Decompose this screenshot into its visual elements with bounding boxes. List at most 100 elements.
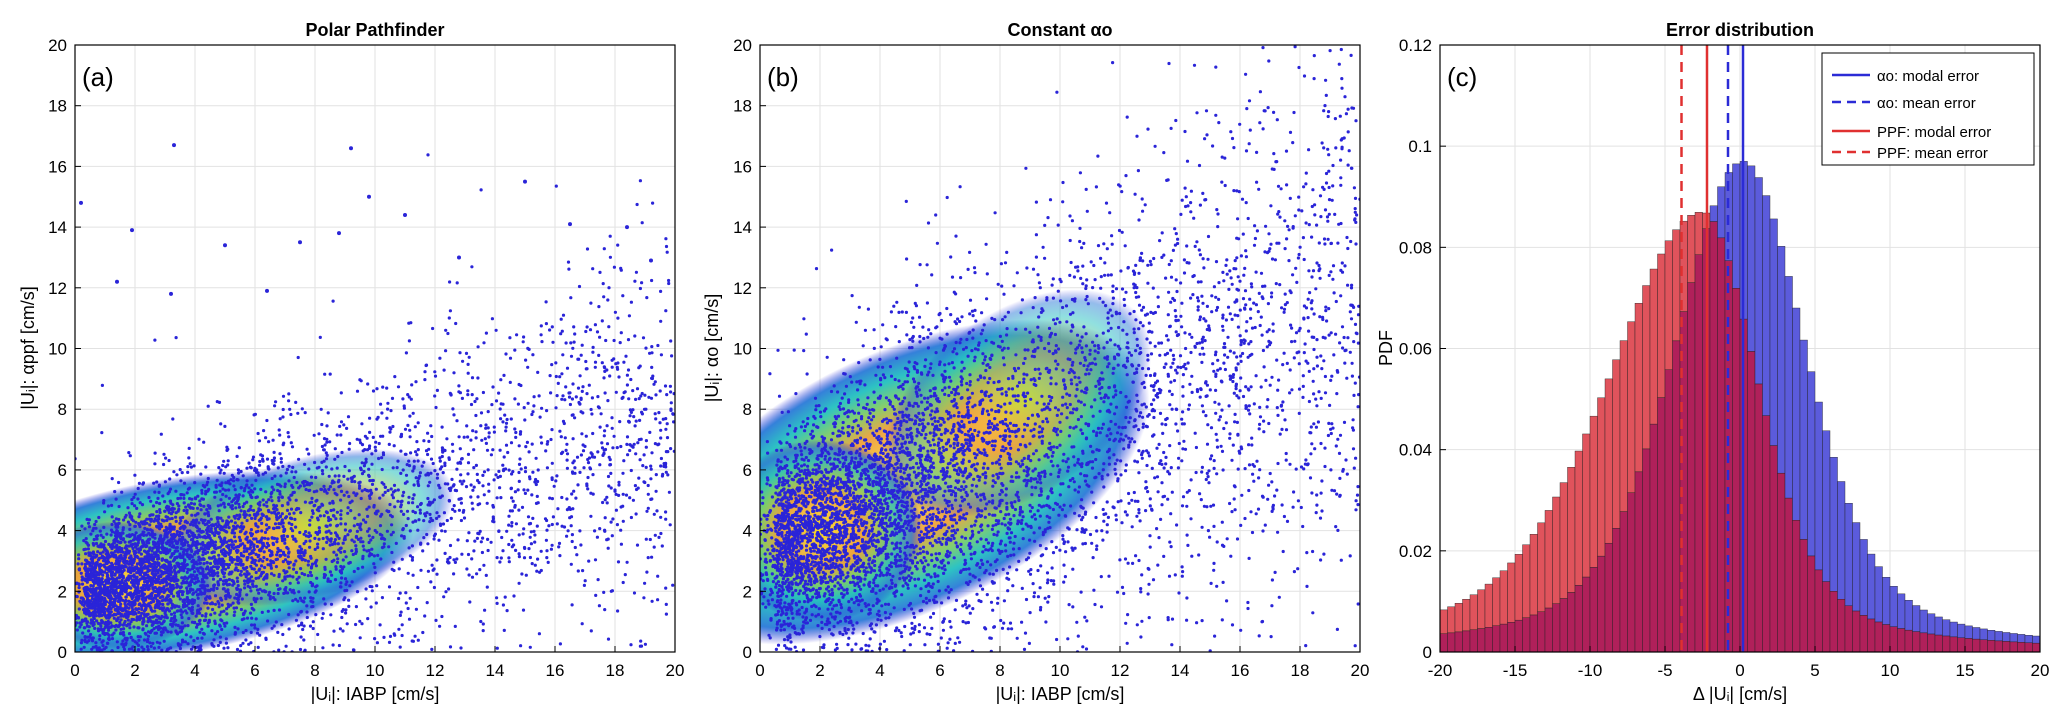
scatter-point	[533, 540, 537, 544]
scatter-point	[523, 470, 528, 474]
scatter-point	[472, 549, 476, 553]
scatter-point	[362, 464, 366, 468]
scatter-point	[586, 475, 590, 480]
scatter-point	[509, 417, 513, 421]
scatter-point	[448, 543, 453, 548]
scatter-point	[226, 459, 230, 463]
scatter-point	[149, 553, 154, 557]
scatter-point	[610, 534, 614, 538]
scatter-point	[642, 596, 646, 600]
scatter-point	[375, 387, 379, 391]
scatter-point	[133, 542, 137, 546]
scatter-point	[314, 585, 318, 589]
scatter-point	[598, 527, 602, 531]
scatter-point	[206, 565, 210, 569]
scatter-point	[418, 471, 422, 475]
scatter-point	[266, 466, 270, 470]
scatter-point	[80, 582, 85, 586]
scatter-point	[288, 588, 292, 592]
scatter-point	[609, 471, 613, 475]
scatter-point	[111, 567, 115, 571]
scatter-point	[255, 597, 259, 601]
scatter-point	[646, 506, 650, 510]
scatter-point	[206, 512, 210, 517]
scatter-point	[94, 644, 98, 649]
scatter-point	[105, 574, 109, 579]
scatter-point	[453, 509, 457, 513]
scatter-point	[328, 579, 332, 584]
scatter-point	[199, 542, 203, 546]
scatter-point	[243, 510, 247, 514]
scatter-point	[124, 599, 128, 604]
scatter-point	[257, 473, 261, 477]
scatter-point	[217, 553, 221, 557]
scatter-point	[452, 413, 456, 417]
scatter-point	[179, 519, 183, 523]
scatter-point	[77, 557, 81, 561]
scatter-point	[594, 593, 598, 598]
scatter-point	[210, 524, 214, 528]
scatter-point	[227, 563, 231, 567]
scatter-point	[373, 445, 377, 449]
scatter-point	[102, 501, 106, 505]
scatter-point	[471, 488, 475, 492]
scatter-point	[390, 396, 395, 400]
scatter-point	[583, 444, 587, 448]
scatter-point	[195, 546, 199, 550]
scatter-point	[397, 596, 401, 601]
scatter-point	[274, 620, 278, 624]
scatter-point	[455, 419, 459, 423]
scatter-point	[147, 587, 151, 591]
scatter-point	[349, 509, 353, 513]
scatter-point	[106, 504, 110, 508]
scatter-point	[292, 511, 296, 515]
scatter-point	[359, 441, 363, 445]
scatter-point	[145, 576, 150, 580]
scatter-point	[517, 462, 522, 466]
scatter-point	[197, 555, 201, 559]
scatter-point	[202, 504, 206, 508]
scatter-point	[602, 448, 606, 452]
scatter-point	[271, 541, 275, 546]
scatter-point	[350, 580, 354, 584]
scatter-point	[333, 474, 337, 478]
scatter-point	[227, 502, 231, 506]
scatter-point	[209, 517, 213, 521]
scatter-point	[405, 509, 410, 513]
scatter-point	[215, 586, 219, 591]
scatter-point	[230, 578, 234, 583]
scatter-point	[222, 575, 226, 579]
scatter-point	[191, 591, 196, 595]
scatter-point	[216, 565, 220, 569]
scatter-point	[226, 594, 230, 598]
scatter-point	[380, 456, 384, 460]
scatter-point	[226, 546, 231, 550]
scatter-point	[429, 424, 433, 428]
scatter-point	[354, 547, 358, 551]
scatter-point	[308, 545, 312, 549]
scatter-point	[147, 568, 152, 573]
scatter-point	[102, 563, 106, 567]
scatter-point	[668, 384, 673, 388]
scatter-point	[79, 647, 83, 651]
scatter-point	[417, 483, 421, 488]
scatter-point	[540, 406, 544, 410]
scatter-point	[531, 516, 535, 521]
scatter-point	[366, 382, 370, 386]
scatter-point	[76, 616, 81, 620]
scatter-point	[244, 628, 248, 633]
scatter-point	[163, 610, 167, 614]
scatter-point	[92, 537, 96, 542]
scatter-point	[445, 437, 449, 441]
scatter-point	[466, 552, 471, 557]
scatter-point	[277, 648, 281, 652]
scatter-point	[282, 569, 286, 573]
scatter-point	[661, 417, 665, 421]
scatter-point	[93, 575, 98, 579]
scatter-point	[145, 517, 149, 521]
scatter-point	[86, 521, 91, 525]
scatter-point	[114, 497, 118, 501]
scatter-point	[158, 641, 162, 645]
scatter-point	[332, 550, 336, 554]
scatter-point	[632, 415, 636, 419]
